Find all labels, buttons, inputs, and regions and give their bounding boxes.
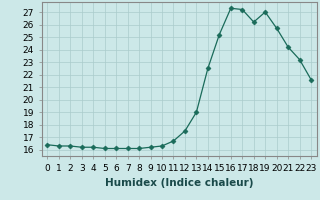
X-axis label: Humidex (Indice chaleur): Humidex (Indice chaleur): [105, 178, 253, 188]
